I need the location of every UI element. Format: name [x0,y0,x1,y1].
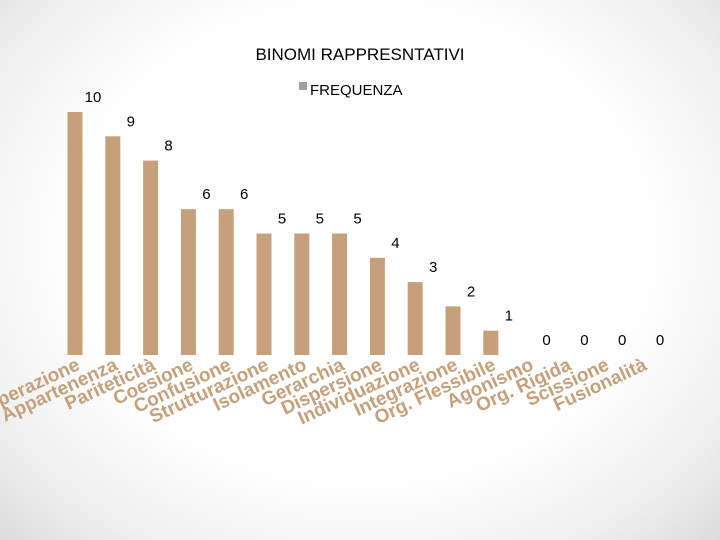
value-label-9: 3 [429,259,437,276]
bar-1 [105,136,121,355]
bar-3 [180,209,196,355]
value-label-0: 10 [85,89,102,106]
legend: FREQUENZA [299,82,403,99]
bar-4 [218,209,234,355]
value-label-11: 1 [505,308,513,325]
value-label-14: 0 [618,332,626,349]
bar-2 [143,160,159,355]
bar-11 [483,330,499,355]
value-label-10: 2 [467,283,475,300]
legend-label: FREQUENZA [310,82,403,99]
value-label-3: 6 [202,186,210,203]
legend-swatch [299,82,307,90]
bar-5 [256,233,272,355]
bar-10 [445,306,461,355]
bar-8 [369,257,385,355]
value-label-1: 9 [127,113,135,130]
bar-6 [294,233,310,355]
value-label-4: 6 [240,186,248,203]
value-label-6: 5 [316,211,324,228]
bar-9 [407,282,423,355]
bar-7 [332,233,348,355]
chart-title: BINOMI RAPPRESNTATIVI [255,45,464,64]
bar-0 [67,112,83,355]
value-label-5: 5 [278,211,286,228]
value-label-15: 0 [656,332,664,349]
bars [67,112,499,355]
value-label-7: 5 [353,211,361,228]
value-label-2: 8 [164,138,172,155]
value-label-12: 0 [542,332,550,349]
category-labels: CooperazioneAppartenenzaPariteticitàCoes… [0,354,650,429]
value-label-8: 4 [391,235,399,252]
value-label-13: 0 [580,332,588,349]
